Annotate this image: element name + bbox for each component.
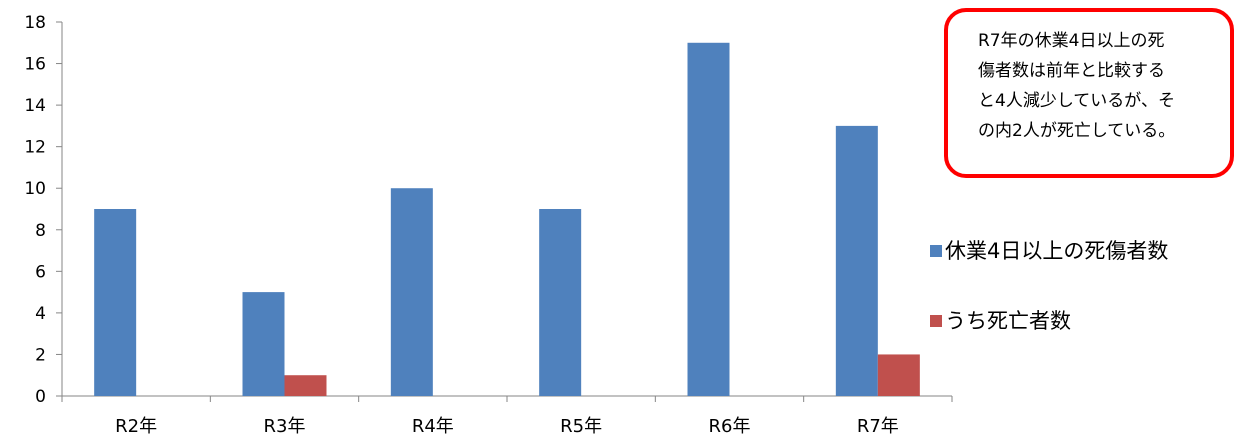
y-tick-label: 2 [35, 345, 46, 365]
bar-deaths [284, 375, 327, 396]
x-tick-label: R6年 [709, 416, 751, 437]
annotation-callout: R7年の休業4日以上の死 傷者数は前年と比較する と4人減少しているが、そ の内… [944, 8, 1234, 178]
y-tick-label: 16 [24, 55, 46, 75]
y-tick-label: 8 [35, 221, 46, 241]
legend-swatch [930, 245, 942, 257]
x-axis: R2年 R3年 R4年 R5年 R6年 R7年 [61, 395, 953, 437]
legend-label: 休業4日以上の死傷者数 [945, 239, 1168, 263]
annotation-line: と4人減少しているが、そ [978, 91, 1175, 111]
annotation-line: R7年の休業4日以上の死 [978, 31, 1165, 51]
x-tick-label: R4年 [412, 416, 454, 437]
y-axis: 0 2 4 6 8 10 12 14 16 18 [24, 13, 63, 407]
annotation-line: 傷者数は前年と比較する [978, 61, 1165, 81]
bar-casualties [687, 42, 730, 397]
bar-casualties [539, 209, 582, 396]
y-tick-label: 10 [24, 179, 46, 199]
x-tick-label: R3年 [264, 416, 306, 437]
y-tick-label: 0 [35, 387, 46, 407]
y-tick-label: 4 [35, 304, 46, 324]
bar-deaths [877, 354, 920, 396]
y-tick-label: 18 [24, 13, 46, 33]
x-tick-label: R7年 [857, 416, 899, 437]
y-tick-label: 14 [24, 96, 46, 116]
bar-casualties [390, 188, 433, 396]
y-tick-label: 6 [35, 262, 46, 282]
bars [94, 42, 920, 397]
x-tick-label: R2年 [115, 416, 157, 437]
bar-casualties [242, 292, 285, 396]
legend-swatch [930, 315, 942, 327]
annotation-line: の内2人が死亡している。 [978, 121, 1176, 141]
legend-label: うち死亡者数 [945, 309, 1071, 333]
bar-casualties [94, 209, 137, 396]
x-tick-label: R5年 [560, 416, 602, 437]
bar-casualties [835, 125, 878, 396]
y-tick-label: 12 [24, 138, 46, 158]
